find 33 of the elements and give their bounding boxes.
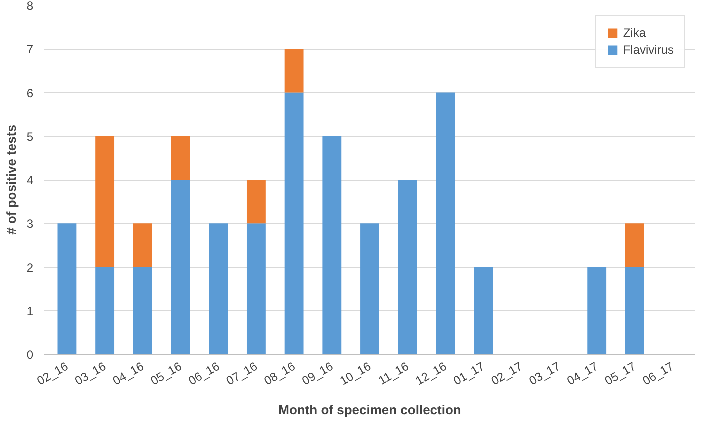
- legend-label: Flavivirus: [623, 43, 674, 57]
- y-tick-label: 8: [26, 0, 34, 13]
- bar: [246, 224, 266, 354]
- bar: [246, 180, 266, 224]
- bar: [284, 92, 304, 354]
- y-tick-label: 1: [26, 304, 34, 318]
- bar: [322, 136, 342, 354]
- y-tick-label: 2: [26, 260, 34, 275]
- y-tick-label: 7: [26, 42, 34, 57]
- bar: [398, 180, 418, 354]
- y-tick-label: 6: [26, 86, 34, 100]
- bar: [96, 267, 115, 354]
- bar: [209, 224, 228, 354]
- x-axis-title: Month of specimen collection: [278, 402, 462, 418]
- bar: [171, 180, 190, 354]
- bar: [436, 92, 456, 354]
- bar: [625, 224, 644, 268]
- bar: [588, 267, 607, 354]
- bar: [284, 49, 304, 93]
- bar: [58, 224, 77, 354]
- y-axis-title: # of positive tests: [4, 125, 19, 235]
- y-tick-label: 5: [26, 130, 34, 144]
- y-tick-label: 4: [26, 174, 34, 188]
- bar: [625, 267, 644, 354]
- bar: [96, 136, 115, 268]
- y-tick-label: 0: [26, 348, 34, 362]
- bar: [360, 224, 380, 354]
- bar: [171, 136, 190, 180]
- y-tick-label: 3: [26, 217, 34, 232]
- bar: [133, 224, 152, 268]
- bar: [474, 267, 494, 354]
- legend-label: Zika: [623, 26, 646, 40]
- bar: [133, 267, 152, 354]
